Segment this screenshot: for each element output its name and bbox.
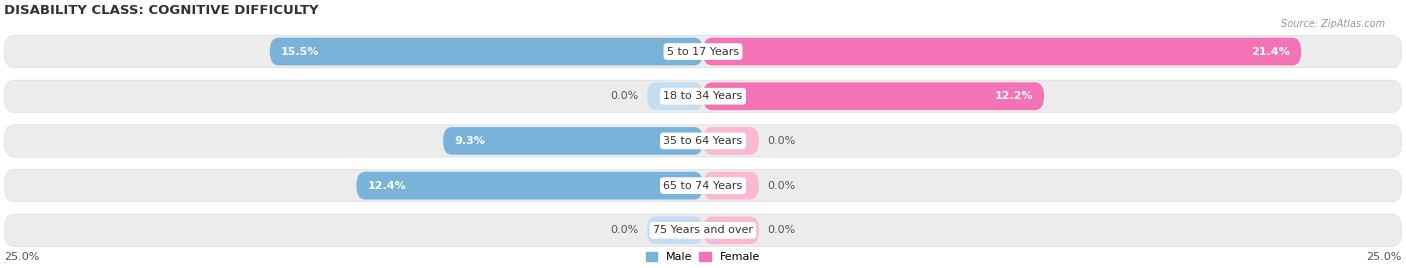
Text: 0.0%: 0.0% [610,91,638,101]
Text: DISABILITY CLASS: COGNITIVE DIFFICULTY: DISABILITY CLASS: COGNITIVE DIFFICULTY [4,4,319,17]
Text: Source: ZipAtlas.com: Source: ZipAtlas.com [1281,19,1385,29]
Text: 65 to 74 Years: 65 to 74 Years [664,181,742,191]
Text: 21.4%: 21.4% [1251,47,1291,57]
FancyBboxPatch shape [356,172,703,199]
Text: 18 to 34 Years: 18 to 34 Years [664,91,742,101]
Text: 15.5%: 15.5% [281,47,319,57]
FancyBboxPatch shape [647,82,703,110]
Text: 75 Years and over: 75 Years and over [652,225,754,235]
Text: 12.2%: 12.2% [994,91,1033,101]
Text: 5 to 17 Years: 5 to 17 Years [666,47,740,57]
FancyBboxPatch shape [4,214,1402,246]
Legend: Male, Female: Male, Female [645,250,761,263]
FancyBboxPatch shape [4,125,1402,157]
Text: 35 to 64 Years: 35 to 64 Years [664,136,742,146]
FancyBboxPatch shape [703,38,1301,65]
Text: 0.0%: 0.0% [768,225,796,235]
Text: 0.0%: 0.0% [610,225,638,235]
Text: 25.0%: 25.0% [4,252,39,262]
FancyBboxPatch shape [703,127,759,155]
Text: 0.0%: 0.0% [768,136,796,146]
FancyBboxPatch shape [703,217,759,244]
FancyBboxPatch shape [270,38,703,65]
FancyBboxPatch shape [703,172,759,199]
Text: 25.0%: 25.0% [1367,252,1402,262]
Text: 0.0%: 0.0% [768,181,796,191]
FancyBboxPatch shape [703,82,1045,110]
FancyBboxPatch shape [4,80,1402,112]
Text: 12.4%: 12.4% [367,181,406,191]
Text: 9.3%: 9.3% [454,136,485,146]
FancyBboxPatch shape [4,35,1402,68]
FancyBboxPatch shape [4,170,1402,202]
FancyBboxPatch shape [647,217,703,244]
FancyBboxPatch shape [443,127,703,155]
